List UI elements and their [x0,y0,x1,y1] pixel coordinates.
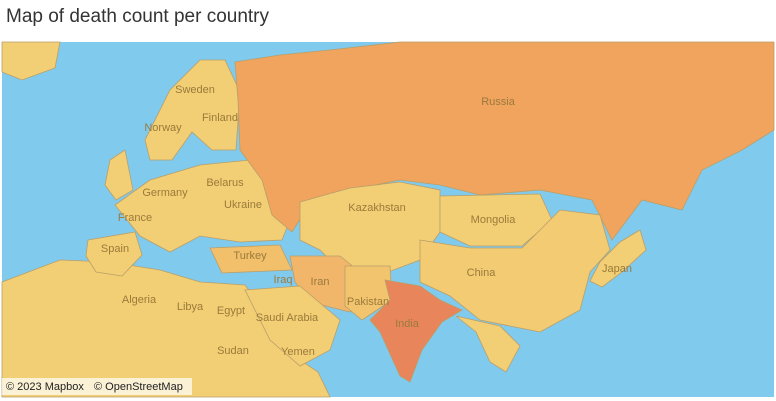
country-label: Russia [481,96,516,108]
country-label: Egypt [217,305,245,317]
iberia [85,231,143,277]
country-label: Sweden [175,84,215,96]
country-label: Sudan [217,345,249,357]
country-label: Ukraine [224,199,262,211]
country-label: Germany [142,187,188,199]
country-label: Norway [144,122,182,134]
turkey [209,244,293,274]
country-label: Spain [101,243,129,255]
country-label: Finland [202,112,238,124]
mongolia [439,193,553,247]
country-label: Turkey [233,250,267,262]
japan [589,229,647,288]
country-label: Belarus [206,177,244,189]
country-label: Iran [311,276,330,288]
attribution[interactable]: © OpenStreetMap [94,381,183,393]
country-label: China [467,267,497,279]
arabia [244,285,341,367]
country-label: Saudi Arabia [256,312,319,324]
land [1,41,775,398]
country-label: France [118,212,152,224]
labels: Russia Sweden Norway Finland Germany Bel… [101,84,632,358]
britain [104,149,134,201]
country-label: Japan [602,263,632,275]
india [369,279,463,383]
attribution[interactable]: © 2023 Mapbox [6,381,84,393]
pakistan [344,265,393,321]
europe [114,159,291,253]
page-title: Map of death count per country [6,6,269,27]
country-label: Yemen [281,346,315,358]
country-label: India [395,318,420,330]
country-label: Pakistan [347,296,389,308]
scandinavia [144,59,241,161]
country-label: Mongolia [471,214,517,226]
china [419,209,611,333]
country-label: Libya [177,301,204,313]
russia [234,41,775,241]
attribution-box [2,378,192,395]
country-label: Algeria [122,294,157,306]
southeast-asia [455,315,521,373]
country-label: Iraq [274,274,293,286]
country-label: Kazakhstan [348,202,405,214]
greenland [1,41,61,81]
